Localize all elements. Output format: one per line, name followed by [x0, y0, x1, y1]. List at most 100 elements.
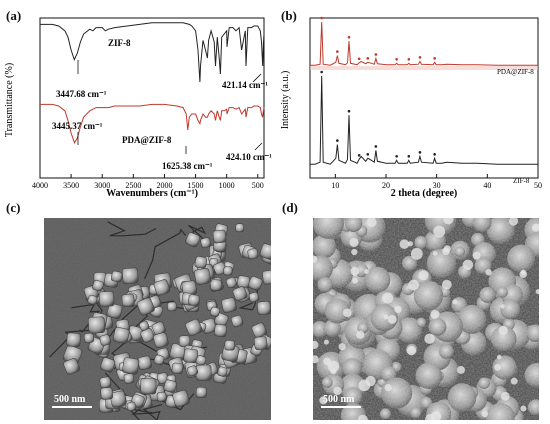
ftir-xtick-label: 2000	[156, 181, 172, 190]
ftir-annotation-pda: PDA@ZIF-8	[122, 135, 172, 145]
sem-particle	[231, 314, 244, 328]
xrd-peak-marker	[374, 145, 378, 148]
sem-particle	[98, 291, 115, 307]
sem-particle	[194, 268, 212, 286]
xrd-peak-marker	[336, 139, 339, 142]
panel-label-b: (b)	[281, 8, 297, 23]
sem-particle	[106, 303, 123, 319]
xrd-peak-marker	[357, 57, 361, 61]
sem-particle	[195, 355, 207, 366]
sem-image-c: 500 nm	[44, 218, 271, 420]
ftir-annotation-424: 424.10 cm⁻¹	[226, 152, 272, 162]
sem-particle	[212, 229, 227, 244]
ftir-annotation-421: 421.14 cm⁻¹	[222, 80, 268, 90]
xrd-peak-marker	[418, 151, 422, 154]
sem-particle	[259, 243, 271, 260]
ftir-annotation-1625: 1625.38 cm⁻¹	[162, 161, 213, 171]
scale-label-d: 500 nm	[323, 394, 355, 405]
sem-particle	[140, 328, 156, 343]
ftir-xtick-label: 1000	[219, 181, 235, 190]
ftir-plot-frame	[39, 17, 265, 179]
sem-particle	[121, 293, 135, 307]
sem-particle	[213, 324, 228, 338]
xrd-chart: 10 20 30 40 50 Intensity (a.u.) 2 theta (deg…	[280, 16, 542, 198]
ftir-xlabel: Wavenumbers (cm⁻¹)	[106, 188, 198, 198]
sem-particle	[112, 326, 130, 344]
xrd-series-line	[310, 21, 538, 66]
xrd-xtick-label: 30	[433, 181, 441, 190]
sem-particle	[195, 364, 212, 381]
sem-particle	[99, 334, 111, 346]
xrd-peak-marker	[366, 57, 370, 60]
sem-particle	[251, 322, 268, 339]
sem-particle	[248, 291, 260, 303]
sem-particle	[225, 276, 238, 289]
ftir-xtick-label: 3000	[94, 181, 110, 190]
panel-label-a: (a)	[6, 8, 22, 23]
panel-label-c: (c)	[6, 200, 21, 215]
xrd-xtick-label: 50	[534, 181, 542, 190]
scale-bar-c	[52, 406, 92, 408]
sem-particle	[262, 269, 271, 285]
sem-texture-d	[313, 218, 539, 420]
sem-particle	[153, 279, 171, 296]
sem-particle	[123, 373, 135, 384]
sem-particle	[163, 379, 177, 393]
ftir-xtick-label: 500	[252, 181, 264, 190]
sem-particle	[66, 332, 81, 347]
sem-particle	[224, 340, 235, 351]
scale-bar-d	[321, 406, 361, 408]
sem-particle	[136, 297, 155, 316]
xrd-peak-marker	[347, 35, 351, 39]
xrd-peak-marker	[395, 154, 398, 158]
ftir-chart: 4000 3500 3000 2500 2000 1500 1000 500 Transmit…	[4, 17, 272, 198]
xrd-peak-marker	[407, 57, 411, 61]
xrd-peak-marker	[347, 109, 351, 113]
xrd-peak-marker	[336, 50, 339, 53]
ftir-xtick-label: 1500	[188, 181, 204, 190]
sem-particle	[137, 355, 152, 371]
sem-particle	[99, 376, 112, 389]
xrd-xtick-label: 20	[382, 181, 390, 190]
xrd-peak-marker	[374, 53, 378, 56]
sem-particle	[210, 279, 222, 291]
xrd-xlabel: 2 theta (degree)	[391, 188, 457, 198]
sem-particle	[109, 390, 127, 408]
sem-crack	[71, 303, 101, 333]
sem-particle	[100, 387, 113, 400]
panel-label-d: (d)	[282, 200, 298, 215]
sem-crack	[188, 224, 212, 246]
sem-particle	[187, 365, 199, 377]
ftir-xtick-label: 3500	[63, 181, 79, 190]
sem-particle	[185, 318, 203, 337]
sem-particle	[83, 332, 95, 344]
sem-particle	[235, 223, 245, 233]
sem-particle	[156, 391, 167, 402]
ftir-xtick-label: 2500	[125, 181, 141, 190]
xrd-peak-marker	[433, 57, 436, 60]
ftir-annotation-3447: 3447.68 cm⁻¹	[56, 89, 107, 99]
scale-label-c: 500 nm	[54, 394, 86, 405]
ftir-annotation-3445: 3445.37 cm⁻¹	[52, 121, 103, 131]
sem-particle	[188, 294, 200, 306]
sem-image-d: 500 nm	[313, 218, 539, 420]
ftir-ylabel: Transmittance (%)	[4, 63, 15, 137]
sem-particle	[122, 267, 139, 285]
xrd-plot-frame	[309, 17, 539, 179]
sem-particle	[171, 362, 184, 375]
xrd-peak-marker	[433, 153, 436, 156]
sem-particle	[223, 266, 233, 276]
sem-particle	[195, 386, 207, 398]
sem-particle	[172, 389, 190, 408]
sem-particle	[253, 336, 268, 351]
xrd-baseline-band	[310, 66, 538, 70]
sem-crack	[144, 228, 187, 280]
sem-particle	[92, 279, 104, 292]
sem-particle	[232, 286, 248, 302]
xrd-peak-marker	[418, 56, 422, 59]
sem-particle	[209, 306, 221, 317]
sem-particle	[221, 297, 237, 313]
xrd-peak-marker	[357, 154, 361, 157]
sem-texture-c	[44, 218, 271, 420]
ftir-annotation-zif8: ZIF-8	[108, 38, 131, 48]
